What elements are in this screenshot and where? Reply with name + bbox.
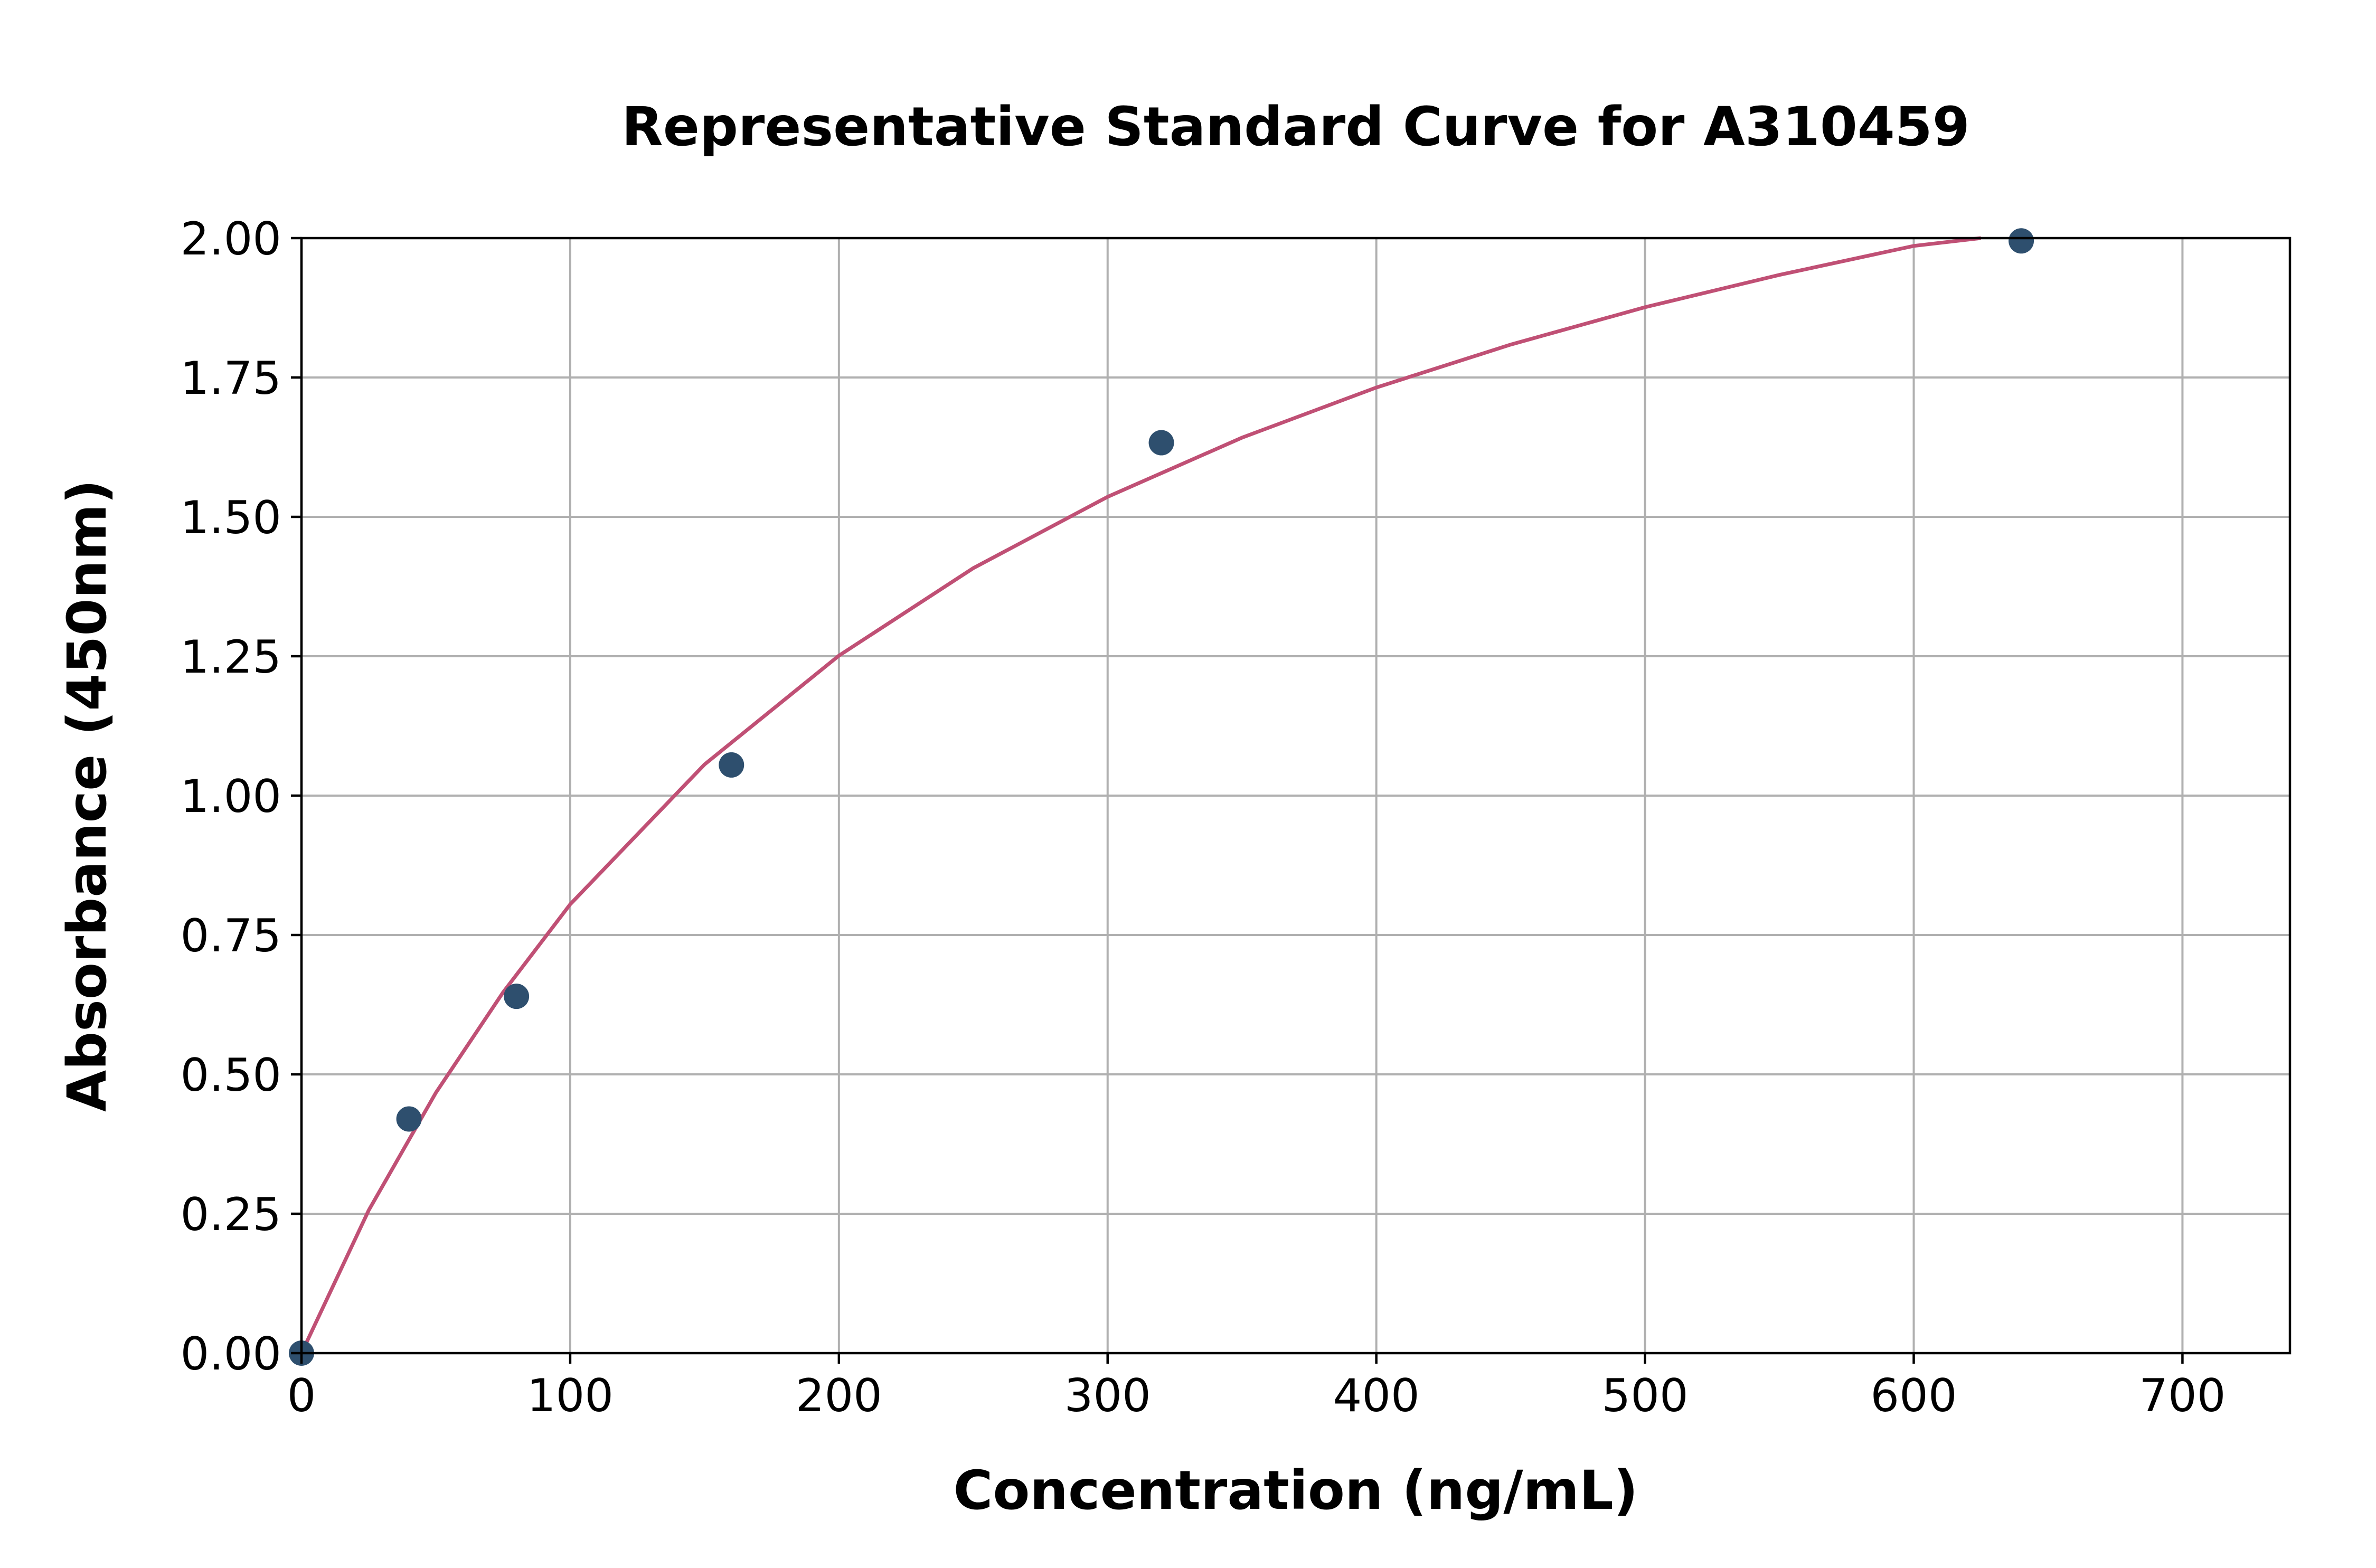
data-points (289, 228, 2034, 1366)
data-point (396, 1106, 422, 1132)
fit-curve-line (299, 236, 1982, 1354)
y-tick-label: 1.00 (181, 770, 281, 823)
x-tick-label: 300 (1064, 1369, 1151, 1422)
chart-title: Representative Standard Curve for A31045… (621, 96, 1970, 158)
y-axis-label: Absorbance (450nm) (56, 479, 119, 1112)
x-tick-label: 200 (796, 1369, 882, 1422)
y-tick-label: 1.50 (181, 492, 281, 544)
x-tick-label: 400 (1333, 1369, 1420, 1422)
x-tick-label: 100 (527, 1369, 614, 1422)
data-point (504, 984, 530, 1009)
y-tick-label: 1.75 (181, 352, 281, 405)
x-tick-label: 700 (2139, 1369, 2226, 1422)
data-point (1148, 430, 1174, 456)
x-tick-label: 500 (1602, 1369, 1689, 1422)
x-axis-label: Concentration (ng/mL) (953, 1459, 1638, 1522)
data-point (2009, 228, 2034, 254)
y-tick-label: 0.25 (181, 1188, 281, 1241)
y-tick-label: 0.50 (181, 1049, 281, 1102)
y-tick-label: 0.00 (181, 1328, 281, 1381)
x-tick-label: 600 (1870, 1369, 1957, 1422)
x-tick-label: 0 (287, 1369, 316, 1422)
y-tick-label: 2.00 (181, 213, 281, 266)
data-point (719, 752, 744, 778)
y-tick-label: 1.25 (181, 631, 281, 684)
y-tick-label: 0.75 (181, 910, 281, 962)
axis-ticks: 0 100 200 300 400 500 600 700 0.00 0.25 0.50 0.75 1.… (181, 213, 2226, 1422)
